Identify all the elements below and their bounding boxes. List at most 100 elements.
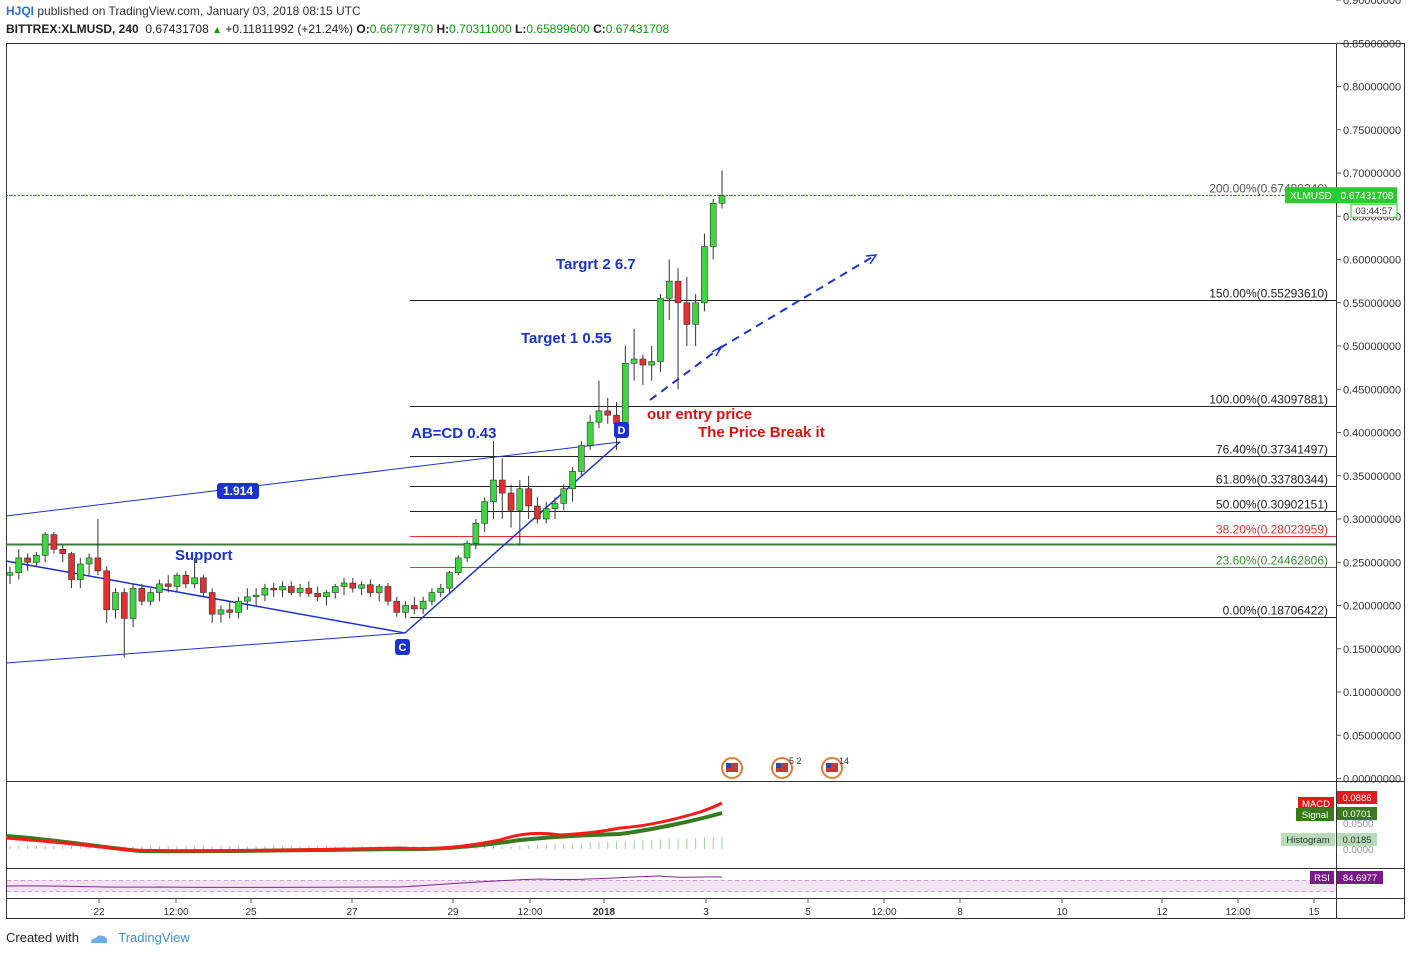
candle-up bbox=[595, 410, 603, 423]
rsi-value-badge bbox=[1337, 871, 1383, 884]
candle-down bbox=[200, 577, 207, 593]
candle-up bbox=[454, 557, 462, 573]
event-count: 5 2 bbox=[789, 756, 802, 766]
ratio-badge bbox=[217, 483, 259, 499]
candle-up bbox=[709, 202, 717, 247]
entry-price-label: our entry price bbox=[647, 406, 752, 423]
candle-down bbox=[138, 587, 146, 602]
macd-name-badge bbox=[1298, 797, 1334, 810]
candle-down bbox=[287, 586, 295, 593]
candle-up bbox=[279, 586, 286, 591]
symbol-name: BITTREX:XLMUSD, 240 bbox=[6, 22, 139, 36]
open-label: O: bbox=[356, 22, 370, 36]
fib-retracement[interactable]: 200.00%(0.67480240)150.00%(0.55293610)10… bbox=[6, 182, 1336, 618]
x-tick-label: 8 bbox=[957, 907, 963, 918]
candle-up bbox=[173, 574, 181, 587]
candle-up bbox=[516, 488, 524, 511]
fib-level-label: 23.60%(0.24462806) bbox=[1216, 554, 1328, 568]
candle-up bbox=[33, 555, 40, 563]
countdown-badge bbox=[1350, 203, 1398, 218]
projection-line-1 bbox=[649, 347, 721, 401]
x-tick-label: 12:00 bbox=[517, 907, 542, 918]
y-tick-label: 0.10000000 bbox=[1343, 687, 1401, 699]
x-tick-label: 29 bbox=[447, 907, 459, 918]
candle-up bbox=[77, 563, 84, 580]
y-tick-label: 0.70000000 bbox=[1343, 168, 1401, 180]
candle-up bbox=[586, 421, 594, 446]
footer: Created with TradingView bbox=[6, 930, 190, 945]
signal-name-badge bbox=[1296, 808, 1334, 821]
open-value: 0.66777970 bbox=[369, 22, 434, 36]
fib-level-label: 61.80%(0.33780344) bbox=[1216, 473, 1328, 487]
point-d-label: D bbox=[618, 425, 626, 437]
candle-up bbox=[648, 361, 655, 366]
candle-up bbox=[490, 479, 497, 503]
y-tick-label: 0.20000000 bbox=[1343, 601, 1401, 613]
event-count: 14 bbox=[839, 756, 849, 766]
candle-down bbox=[507, 492, 515, 511]
up-arrow-icon: ▲ bbox=[212, 25, 223, 36]
flag-icon bbox=[826, 763, 838, 772]
candle-up bbox=[437, 587, 445, 593]
candle-up bbox=[261, 587, 269, 596]
author-name[interactable]: HJQI bbox=[6, 4, 35, 18]
y-tick-label: 0.35000000 bbox=[1343, 471, 1401, 483]
candle-up bbox=[85, 557, 93, 565]
y-tick-label: 0.85000000 bbox=[1343, 38, 1401, 50]
candle-down bbox=[639, 358, 647, 366]
x-tick-label: 3 bbox=[703, 907, 709, 918]
low-value: 0.65899600 bbox=[526, 22, 590, 36]
candle-up bbox=[323, 592, 330, 598]
last-price-badge bbox=[1337, 187, 1397, 204]
tradingview-link[interactable]: TradingView bbox=[118, 930, 190, 945]
candle-down bbox=[367, 584, 374, 593]
y-tick-label: 0.90000000 bbox=[1343, 0, 1401, 7]
time-axis[interactable]: 22 12:00 25 27 29 12:00 2018 3 5 12:00 8 10 12 12:00 1… bbox=[93, 898, 1320, 918]
y-tick-label: 0.00000000 bbox=[1343, 774, 1401, 786]
chart-frame bbox=[6, 43, 1405, 919]
price-chart[interactable]: 0.90000000 0.85000000 0.80000000 0.75000000… bbox=[0, 0, 1410, 925]
countdown-label: 03:44:57 bbox=[1356, 206, 1393, 217]
target-1-label: Target 1 0.55 bbox=[521, 330, 612, 347]
candle-down bbox=[411, 605, 418, 610]
histogram-value: 0.0185 bbox=[1342, 835, 1371, 846]
candle-up bbox=[15, 557, 23, 573]
macd-line bbox=[5, 801, 723, 853]
candle-up bbox=[665, 280, 673, 299]
fib-level-label: 76.40%(0.37341497) bbox=[1216, 443, 1328, 457]
candle-up bbox=[156, 583, 163, 593]
y-tick-label: 0.05000000 bbox=[1343, 730, 1401, 742]
macd-value-badge bbox=[1337, 791, 1377, 804]
x-tick-label: 22 bbox=[93, 907, 105, 918]
candle-up bbox=[630, 358, 638, 364]
candle-up bbox=[217, 609, 225, 615]
candle-up bbox=[191, 577, 198, 585]
candle-up bbox=[41, 534, 49, 556]
flag-canton bbox=[826, 763, 831, 768]
candle-up bbox=[542, 508, 550, 520]
fib-level-label: 50.00%(0.30902151) bbox=[1216, 498, 1328, 512]
fib-level-label: 150.00%(0.55293610) bbox=[1209, 287, 1328, 301]
price-axis[interactable]: 0.90000000 0.85000000 0.80000000 0.75000000… bbox=[1336, 0, 1401, 786]
projection-line-2 bbox=[719, 255, 875, 349]
drawings bbox=[5, 254, 878, 664]
candle-up bbox=[481, 501, 488, 524]
x-tick-label: 12:00 bbox=[163, 907, 188, 918]
flag-canton bbox=[776, 763, 781, 768]
candle-down bbox=[604, 410, 612, 416]
point-d-badge bbox=[614, 422, 629, 438]
candle-up bbox=[701, 246, 708, 304]
channel-lower-line bbox=[5, 632, 406, 664]
x-tick-label: 12 bbox=[1156, 907, 1168, 918]
candle-up bbox=[472, 523, 480, 544]
candle-down bbox=[349, 582, 357, 589]
rsi-band bbox=[7, 880, 1336, 892]
candle-up bbox=[375, 586, 383, 593]
fib-level-label: 0.00%(0.18706422) bbox=[1223, 604, 1328, 618]
candle-up bbox=[6, 572, 14, 576]
candle-up bbox=[244, 596, 251, 602]
channel-upper-line bbox=[5, 441, 621, 517]
candle-down bbox=[305, 587, 313, 594]
candle-down bbox=[182, 574, 190, 585]
